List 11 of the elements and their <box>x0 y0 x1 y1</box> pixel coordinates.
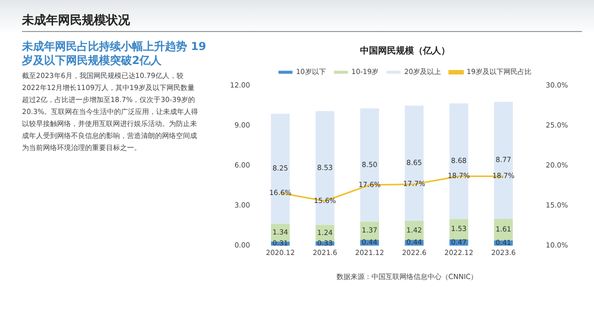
bar <box>494 102 513 219</box>
bar <box>404 106 424 221</box>
bar <box>270 114 290 224</box>
bar <box>360 222 379 240</box>
bar <box>360 108 379 222</box>
bar <box>316 111 334 225</box>
text: 未成年网民占比持续小幅上升趋势 19岁及以下网民规模突破2亿人 <box>22 40 208 68</box>
chart-title: 中国网民规模（亿人） <box>360 46 450 57</box>
bar <box>449 103 468 220</box>
text: 未成年网民规模状况 <box>22 12 582 32</box>
bar <box>494 218 513 240</box>
